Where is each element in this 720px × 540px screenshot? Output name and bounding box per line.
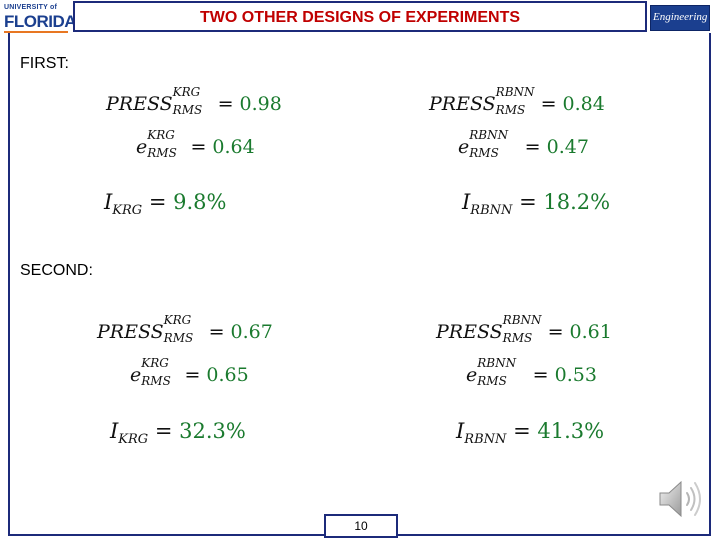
first-rbnn-error-value: 0.47 bbox=[546, 136, 589, 158]
error-superscript: RBNN bbox=[469, 128, 509, 142]
press-superscript: KRG bbox=[163, 313, 192, 327]
first-rbnn-press-formula: PRESSRBNNRMSRBNN = 0.84 bbox=[429, 85, 605, 117]
index-subscript: KRG bbox=[112, 203, 143, 218]
index-subscript: KRG bbox=[118, 432, 149, 447]
first-krg-error-value: 0.64 bbox=[212, 136, 255, 158]
second-rbnn-error-value: 0.53 bbox=[554, 364, 597, 386]
press-scripts: RBNNRMSRBNN bbox=[496, 86, 535, 116]
error-subscript: RMS bbox=[147, 146, 177, 160]
logo-underline bbox=[4, 31, 68, 33]
first-section-label: FIRST: bbox=[20, 55, 69, 72]
error-superscript: KRG bbox=[147, 128, 175, 142]
second-krg-press-formula: PRESSKRGRMSRBNN = 0.67 bbox=[97, 313, 273, 345]
second-krg-press-value: 0.67 bbox=[230, 321, 273, 343]
first-krg-error-formula: eKRGRMSKRGG = 0.64 bbox=[136, 128, 255, 160]
error-base: e bbox=[458, 136, 470, 158]
error-scripts: KRGRMSKRGG bbox=[141, 357, 178, 387]
index-subscript: RBNN bbox=[464, 432, 507, 447]
press-subscript: RMS bbox=[172, 103, 203, 117]
first-rbnn-error-formula: eRBNNRMSRBNNN = 0.47 bbox=[458, 128, 589, 160]
second-krg-error-formula: eKRGRMSKRGG = 0.65 bbox=[130, 356, 249, 388]
press-base: PRESS bbox=[436, 321, 503, 343]
second-rbnn-index-value: 41.3% bbox=[537, 419, 605, 443]
second-section-label: SECOND: bbox=[20, 262, 93, 279]
second-rbnn-error-formula: eRBNNRMSRBNNN = 0.53 bbox=[466, 356, 597, 388]
error-subscript: RMS bbox=[469, 146, 499, 160]
press-subscript: RMS bbox=[163, 331, 194, 345]
first-krg-press-value: 0.98 bbox=[239, 93, 282, 115]
second-rbnn-index-formula: IRBNN = 41.3% bbox=[456, 419, 605, 447]
error-subscript: RMS bbox=[477, 374, 507, 388]
error-subscript: RMS bbox=[141, 374, 171, 388]
press-superscript: RBNN bbox=[502, 313, 542, 327]
error-scripts: RBNNRMSRBNNN bbox=[477, 357, 526, 387]
index-base: I bbox=[456, 419, 465, 443]
press-superscript: KRG bbox=[172, 85, 201, 99]
first-rbnn-press-value: 0.84 bbox=[562, 93, 605, 115]
index-subscript: RBNN bbox=[470, 203, 513, 218]
engineering-logo: Engineering bbox=[650, 5, 710, 31]
second-krg-index-value: 32.3% bbox=[179, 419, 246, 443]
error-scripts: KRGRMSKRGG bbox=[147, 129, 184, 159]
index-base: I bbox=[110, 419, 119, 443]
error-base: e bbox=[130, 364, 142, 386]
press-scripts: KRGRMSRBNN bbox=[164, 314, 203, 344]
error-scripts: RBNNRMSRBNNN bbox=[469, 129, 518, 159]
press-base: PRESS bbox=[429, 93, 496, 115]
error-base: e bbox=[466, 364, 478, 386]
error-base: e bbox=[136, 136, 148, 158]
second-rbnn-press-value: 0.61 bbox=[569, 321, 612, 343]
index-base: I bbox=[104, 190, 113, 214]
press-base: PRESS bbox=[97, 321, 164, 343]
slide-title: TWO OTHER DESIGNS OF EXPERIMENTS bbox=[199, 9, 521, 26]
second-krg-index-formula: IKRG = 32.3% bbox=[110, 419, 246, 447]
engineering-logo-text: Engineering bbox=[653, 11, 708, 23]
first-rbnn-index-formula: IRBNN = 18.2% bbox=[462, 190, 611, 218]
press-base: PRESS bbox=[106, 93, 173, 115]
speaker-icon[interactable] bbox=[656, 474, 706, 524]
second-rbnn-press-formula: PRESSRBNNRMSRBNN = 0.61 bbox=[436, 313, 612, 345]
first-krg-index-formula: IKRG = 9.8% bbox=[104, 190, 227, 218]
index-base: I bbox=[462, 190, 471, 214]
press-scripts: RBNNRMSRBNN bbox=[503, 314, 542, 344]
first-krg-press-formula: PRESSKRGRMSRBNN = 0.98 bbox=[106, 85, 282, 117]
logo-florida-text: FLORIDA bbox=[4, 12, 77, 31]
press-subscript: RMS bbox=[502, 331, 533, 345]
logo-university-text: UNIVERSITY of bbox=[4, 4, 58, 11]
error-superscript: KRG bbox=[141, 356, 169, 370]
second-krg-error-value: 0.65 bbox=[206, 364, 249, 386]
page-number: 10 bbox=[324, 514, 398, 538]
first-rbnn-index-value: 18.2% bbox=[543, 190, 611, 214]
slide-title-box: TWO OTHER DESIGNS OF EXPERIMENTS bbox=[73, 1, 647, 32]
press-superscript: RBNN bbox=[495, 85, 535, 99]
first-krg-index-value: 9.8% bbox=[173, 190, 227, 214]
error-superscript: RBNN bbox=[477, 356, 517, 370]
press-scripts: KRGRMSRBNN bbox=[173, 86, 212, 116]
university-of-florida-logo: UNIVERSITY of FLORIDA bbox=[4, 4, 77, 34]
press-subscript: RMS bbox=[495, 103, 526, 117]
